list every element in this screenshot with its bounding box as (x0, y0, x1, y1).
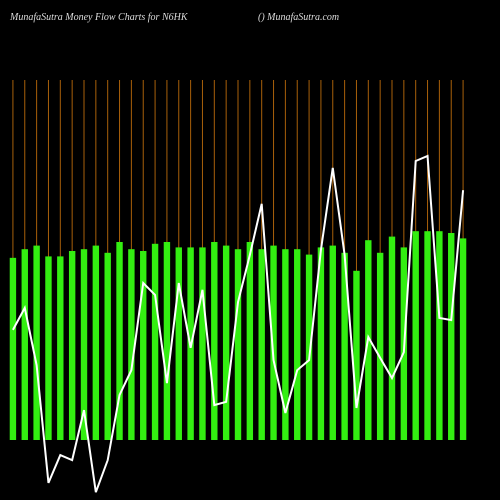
bar (222, 245, 230, 440)
bar (163, 242, 171, 440)
bar (151, 243, 159, 440)
bar (341, 252, 348, 440)
chart-title: MunafaSutra Money Flow Charts for N6HK (9, 12, 189, 23)
bar (294, 249, 301, 440)
bar (317, 247, 325, 440)
bar (376, 252, 384, 440)
bar (424, 231, 431, 440)
bar (104, 252, 111, 440)
bar (282, 249, 289, 440)
bar (353, 270, 360, 440)
bar (9, 257, 17, 440)
bar (246, 242, 254, 440)
bar (270, 245, 277, 440)
bar (234, 249, 242, 440)
bar (211, 242, 218, 440)
bar (116, 242, 123, 440)
bar (68, 251, 76, 440)
bar (199, 247, 206, 440)
bar (21, 249, 28, 440)
bar (57, 256, 64, 440)
bar (92, 245, 100, 440)
chart-subtitle: () MunafaSutra.com (258, 12, 339, 23)
bar (448, 233, 455, 440)
bar (175, 247, 182, 440)
bar (436, 231, 443, 440)
bar (412, 231, 419, 440)
bar (140, 251, 147, 440)
bar (388, 236, 396, 440)
bar (45, 256, 52, 440)
money-flow-line (12, 154, 465, 493)
bar (329, 245, 336, 440)
bar (128, 249, 135, 440)
bar (80, 249, 88, 440)
bar (305, 254, 313, 440)
bar (258, 249, 265, 440)
bar (459, 238, 467, 440)
bar (33, 245, 40, 440)
